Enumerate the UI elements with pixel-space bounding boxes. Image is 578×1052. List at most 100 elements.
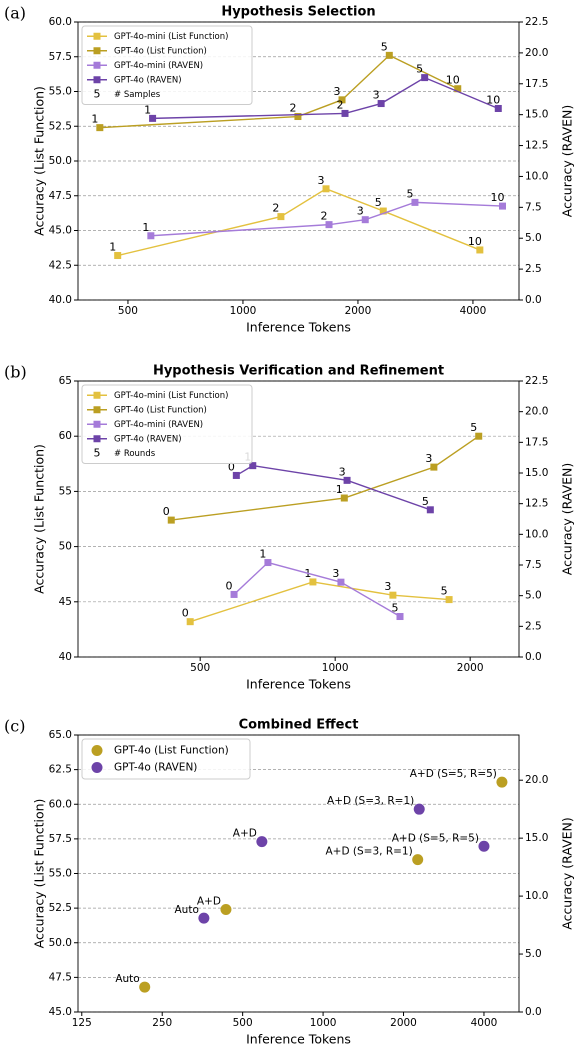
y-tick-label: 62.5 (49, 764, 72, 776)
y2-tick-label: 7.5 (525, 201, 542, 213)
legend-label: GPT-4o (List Function) (114, 405, 207, 415)
marker (478, 840, 490, 852)
point-annotation: 3 (425, 452, 432, 465)
y-tick-label: 40.0 (49, 294, 72, 306)
point-annotation: 5 (470, 421, 477, 434)
y2-tick-label: 15.0 (525, 832, 548, 844)
point-annotation: A+D (197, 896, 221, 908)
y2-axis-label: Accuracy (RAVEN) (560, 105, 575, 218)
y-tick-label: 45.0 (49, 1006, 72, 1018)
marker (340, 494, 348, 502)
series-line (233, 561, 401, 618)
y-tick-label: 50.0 (49, 937, 72, 949)
marker (377, 100, 385, 108)
point-annotation: 5 (406, 187, 413, 200)
legend-label: GPT-4o (List Function) (114, 46, 207, 56)
point-annotation: 3 (357, 205, 364, 218)
marker (341, 109, 349, 117)
y-tick-label: 52.5 (49, 902, 72, 914)
legend-marker (91, 745, 103, 756)
panel-label: (c) (4, 717, 25, 736)
legend-label: GPT-4o (RAVEN) (114, 434, 182, 444)
marker (139, 981, 151, 993)
marker (396, 613, 404, 621)
marker (230, 590, 238, 598)
y2-tick-label: 10.0 (525, 170, 548, 182)
x-tick-label: 500 (190, 662, 210, 674)
y2-tick-label: 2.5 (525, 620, 542, 632)
marker (338, 96, 346, 104)
y2-tick-label: 20.0 (525, 47, 548, 59)
y-tick-label: 45 (59, 596, 72, 608)
legend-box (81, 738, 251, 780)
legend-marker (93, 406, 101, 414)
marker (198, 912, 210, 924)
legend-note-label: # Samples (114, 90, 161, 100)
point-annotation: 3 (332, 567, 339, 580)
y-tick-label: 50 (59, 541, 72, 553)
y-tick-label: 45.0 (49, 225, 72, 237)
y-tick-label: 57.5 (49, 51, 72, 63)
legend-label: GPT-4o (List Function) (114, 745, 229, 757)
point-annotation: 10 (446, 74, 460, 87)
point-annotation: A+D (S=5, R=5) (410, 768, 497, 780)
marker (476, 246, 484, 254)
point-annotation: A+D (S=5, R=5) (392, 832, 479, 844)
x-tick-label: 4000 (471, 1017, 498, 1029)
marker (277, 213, 285, 221)
marker (494, 104, 502, 112)
x-axis-label: Inference Tokens (246, 1032, 351, 1047)
marker (413, 803, 425, 815)
point-annotation: 5 (441, 585, 448, 598)
marker (475, 432, 483, 440)
marker (411, 198, 419, 206)
point-annotation: 1 (336, 483, 343, 496)
legend-note-symbol: 5 (94, 446, 101, 459)
y-tick-label: 65.0 (49, 729, 72, 741)
marker (421, 74, 429, 82)
point-annotation: 10 (486, 93, 500, 106)
legend-label: GPT-4o-mini (List Function) (114, 32, 228, 42)
legend-marker (93, 420, 101, 428)
legend-marker (91, 762, 103, 773)
x-tick-label: 125 (72, 1017, 92, 1029)
marker (496, 776, 508, 788)
marker (498, 202, 506, 210)
y2-tick-label: 22.5 (525, 16, 548, 28)
point-annotation: 0 (226, 579, 233, 592)
marker (256, 836, 268, 848)
marker (264, 559, 272, 567)
y2-axis-label: Accuracy (RAVEN) (560, 463, 575, 576)
y-tick-label: 55.0 (49, 86, 72, 98)
point-annotation: 1 (109, 241, 116, 254)
point-annotation: 0 (163, 505, 170, 518)
legend-marker (93, 61, 101, 69)
marker (445, 596, 453, 604)
x-tick-label: 250 (152, 1017, 172, 1029)
point-annotation: 1 (144, 103, 151, 116)
point-annotation: 0 (182, 607, 189, 620)
point-annotation: 3 (334, 85, 341, 98)
y2-tick-label: 20.0 (525, 774, 548, 786)
y-tick-label: 47.5 (49, 971, 72, 983)
y2-tick-label: 5.0 (525, 948, 542, 960)
y2-tick-label: 22.5 (525, 375, 548, 387)
y2-tick-label: 0.0 (525, 294, 542, 306)
y2-tick-label: 12.5 (525, 140, 548, 152)
point-annotation: 5 (381, 40, 388, 53)
point-annotation: 5 (422, 495, 429, 508)
y2-tick-label: 7.5 (525, 559, 542, 571)
marker (309, 578, 317, 586)
point-annotation: A+D (S=3, R=1) (327, 795, 414, 807)
plot-frame (77, 734, 520, 1013)
point-annotation: 1 (259, 548, 266, 561)
marker (337, 578, 345, 586)
y-axis-label: Accuracy (List Function) (32, 444, 47, 594)
point-annotation: 1 (142, 221, 149, 234)
y2-tick-label: 0.0 (525, 1006, 542, 1018)
legend-label: GPT-4o (RAVEN) (114, 762, 197, 774)
legend-box (81, 25, 253, 105)
marker (426, 506, 434, 514)
x-tick-label: 2000 (457, 662, 484, 674)
marker (232, 471, 240, 479)
